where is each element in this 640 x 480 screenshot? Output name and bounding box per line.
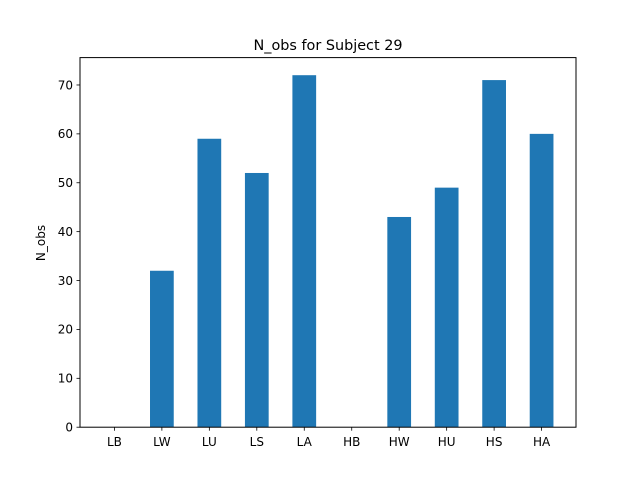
y-tick-label: 40 bbox=[58, 225, 73, 239]
bar-ha bbox=[529, 133, 554, 428]
x-tick-label: HW bbox=[389, 435, 410, 449]
x-tick-label: LB bbox=[107, 435, 122, 449]
x-tick-label: HS bbox=[486, 435, 503, 449]
x-tick-label: HA bbox=[533, 435, 551, 449]
y-ticks-group: 0 10 20 30 40 50 60 70 bbox=[58, 78, 80, 435]
x-tick-label: LW bbox=[153, 435, 171, 449]
x-tick-label: LA bbox=[297, 435, 313, 449]
bar-hs bbox=[482, 80, 506, 428]
y-tick-label: 0 bbox=[65, 421, 73, 435]
y-tick-label: 20 bbox=[58, 323, 73, 337]
bar-lu bbox=[197, 138, 222, 428]
bar-lw bbox=[150, 270, 174, 428]
bar-hw bbox=[387, 216, 412, 428]
bar-la bbox=[292, 75, 317, 428]
y-tick-label: 50 bbox=[58, 176, 73, 190]
y-tick-label: 70 bbox=[58, 78, 73, 92]
y-tick-label: 60 bbox=[58, 127, 73, 141]
x-ticks-group: LB LW LU LS LA HB HW HU HS HA bbox=[107, 427, 551, 449]
y-tick-label: 30 bbox=[58, 274, 73, 288]
x-tick-label: LS bbox=[250, 435, 264, 449]
y-axis-label: N_obs bbox=[34, 225, 48, 261]
bar-hu bbox=[434, 187, 459, 428]
x-tick-label: LU bbox=[202, 435, 217, 449]
x-tick-label: HB bbox=[343, 435, 360, 449]
chart-title: N_obs for Subject 29 bbox=[253, 38, 402, 54]
plot-area-frame bbox=[79, 57, 577, 428]
bars-group bbox=[150, 75, 554, 428]
x-tick-label: HU bbox=[438, 435, 456, 449]
y-tick-label: 10 bbox=[58, 372, 73, 386]
bar-ls bbox=[244, 172, 269, 428]
